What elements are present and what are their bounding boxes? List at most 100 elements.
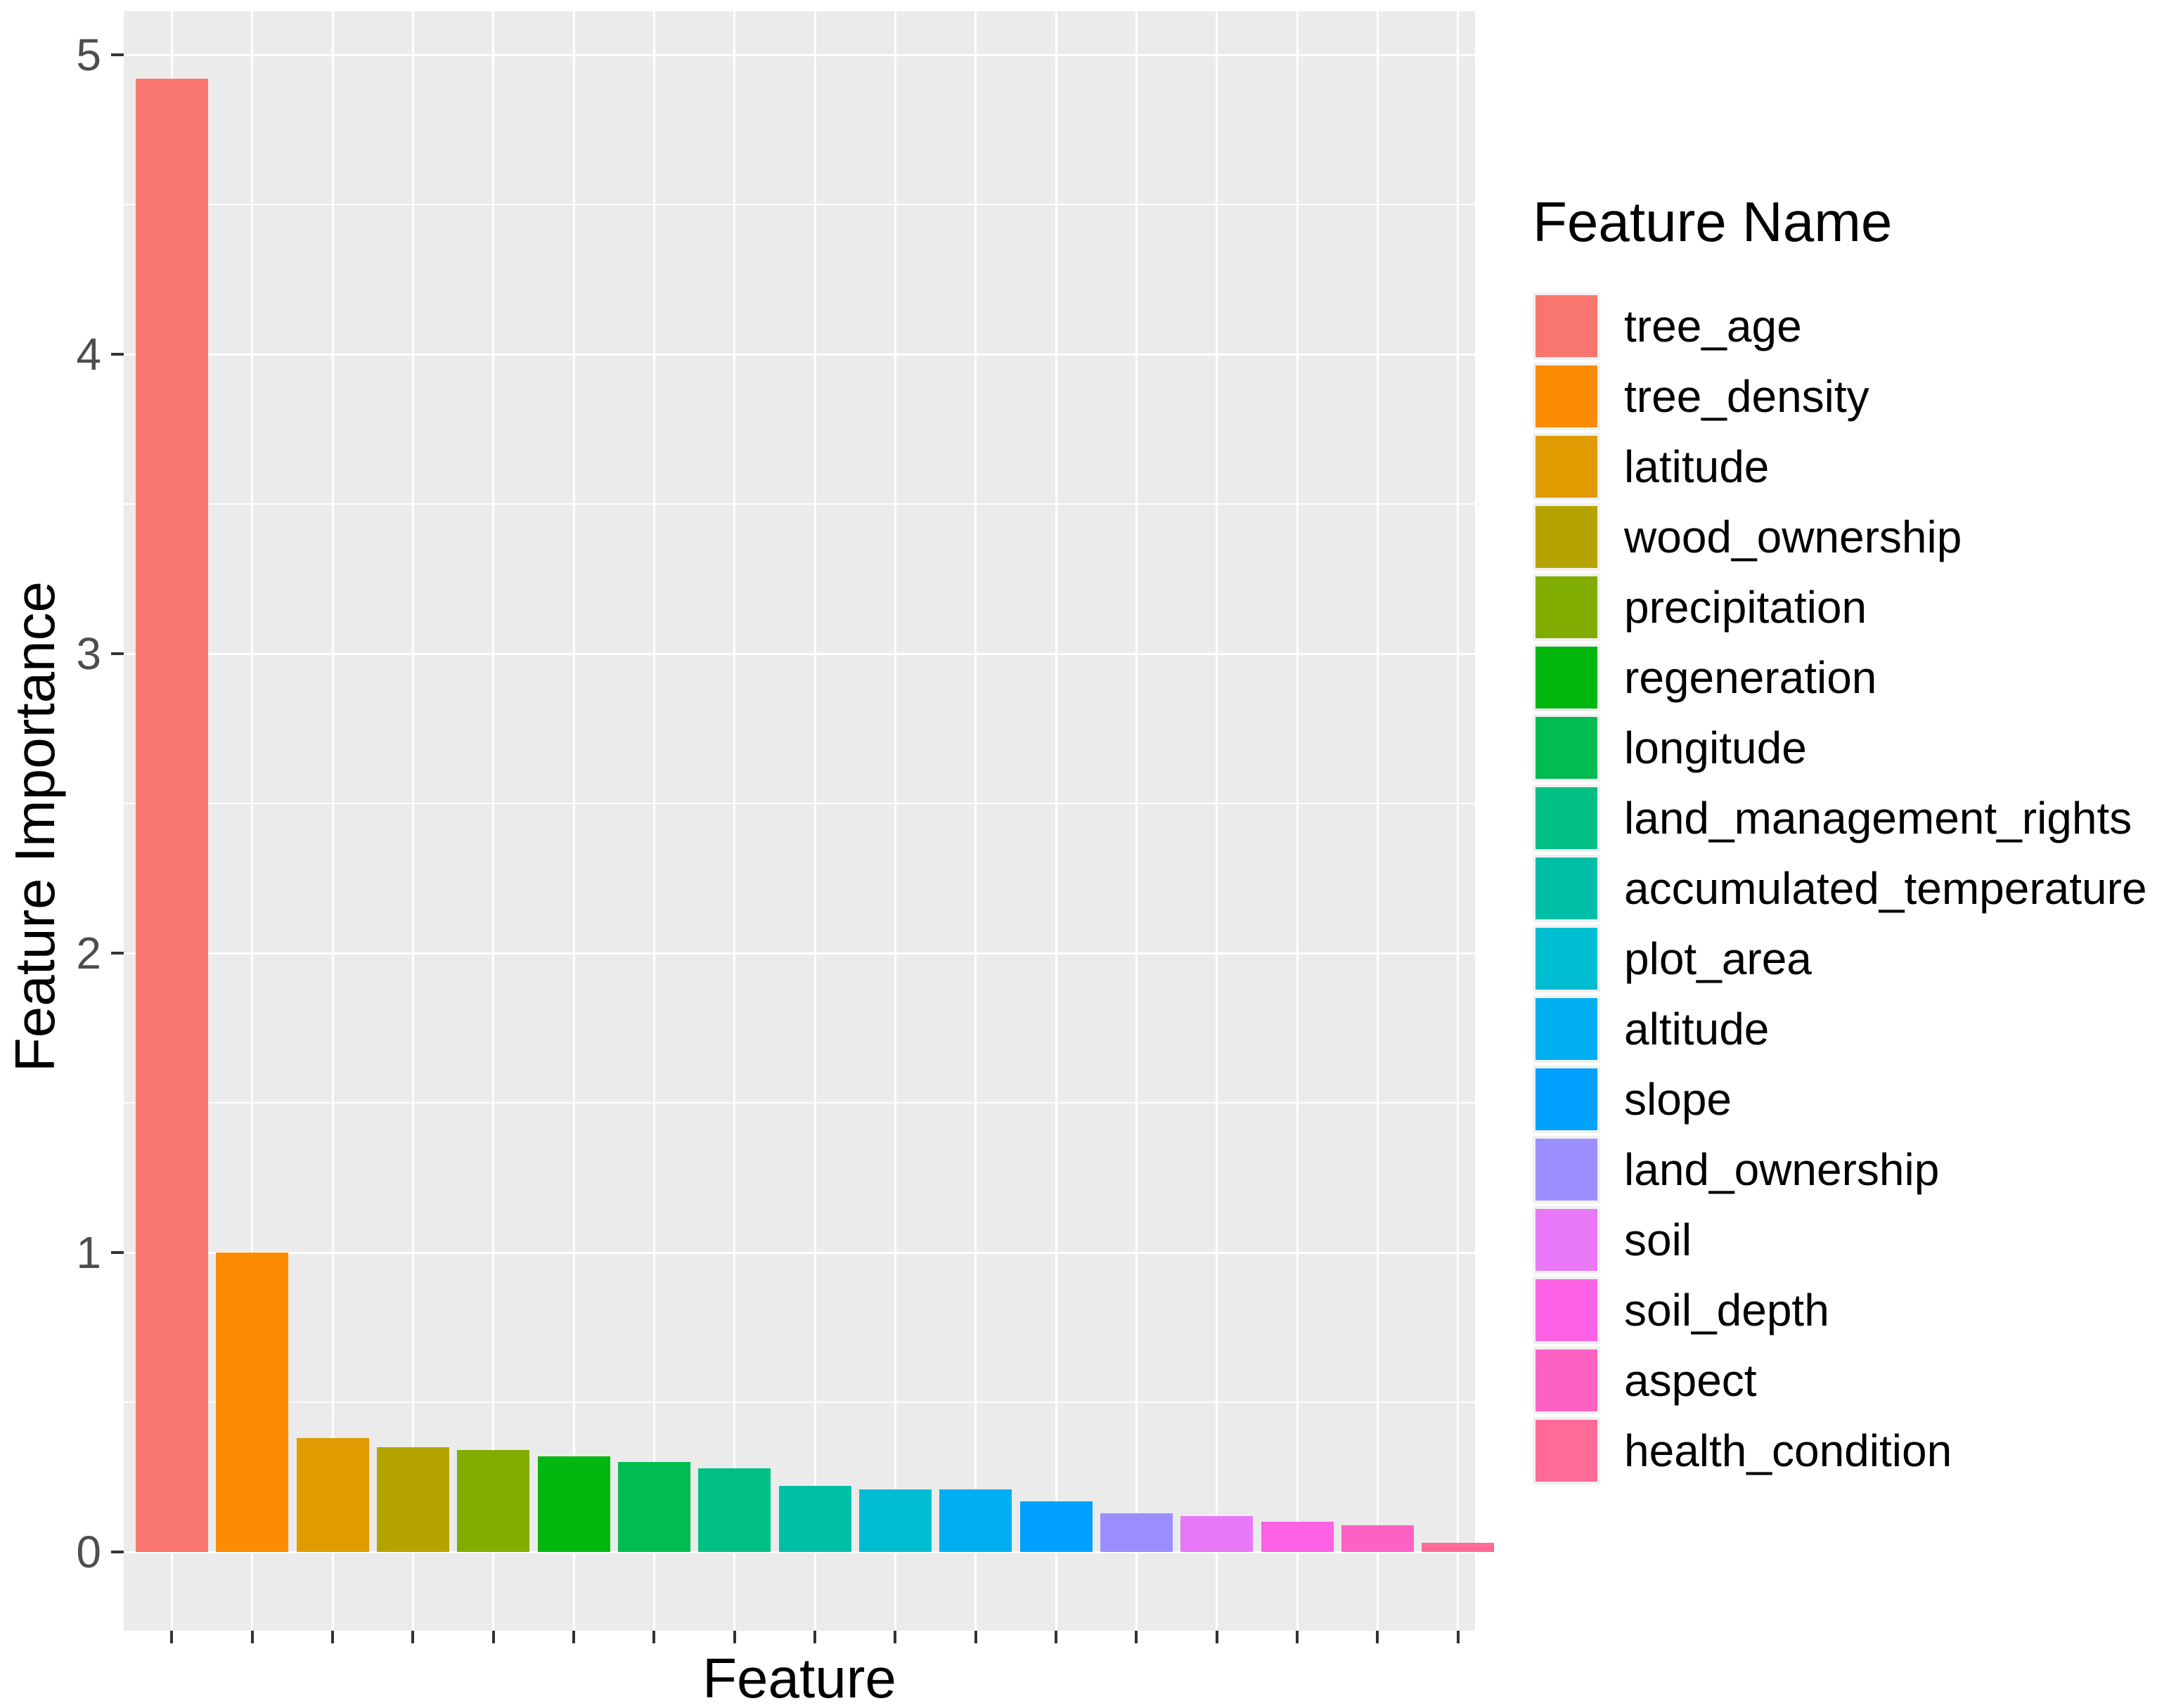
y-tick-label: 1 bbox=[76, 1227, 101, 1278]
bar-land_ownership bbox=[1100, 1513, 1173, 1552]
legend-swatch-land_ownership bbox=[1536, 1139, 1597, 1201]
y-tick-label: 3 bbox=[76, 628, 101, 679]
vertical-gridline bbox=[894, 11, 896, 1631]
x-tick bbox=[1135, 1631, 1138, 1643]
legend-key bbox=[1533, 1206, 1600, 1274]
minor-gridline bbox=[124, 1102, 1475, 1104]
x-tick bbox=[411, 1631, 415, 1643]
y-tick bbox=[111, 1551, 124, 1553]
vertical-gridline bbox=[813, 11, 816, 1631]
legend-label: precipitation bbox=[1624, 582, 1867, 633]
legend-label: wood_ownership bbox=[1624, 512, 1962, 562]
legend-item-wood_ownership: wood_ownership bbox=[1533, 502, 2165, 572]
major-gridline bbox=[124, 53, 1475, 56]
vertical-gridline bbox=[1135, 11, 1138, 1631]
plot-panel bbox=[124, 11, 1495, 1631]
x-tick bbox=[1456, 1631, 1460, 1643]
legend-key bbox=[1533, 644, 1600, 711]
legend-label: health_condition bbox=[1624, 1425, 1952, 1476]
y-tick-label: 0 bbox=[76, 1527, 101, 1577]
vertical-gridline bbox=[1457, 11, 1460, 1631]
vertical-gridline bbox=[1296, 11, 1299, 1631]
legend-swatch-soil bbox=[1536, 1209, 1597, 1271]
bar-tree_age bbox=[135, 79, 208, 1552]
x-tick bbox=[652, 1631, 656, 1643]
vertical-gridline bbox=[492, 11, 495, 1631]
bar-wood_ownership bbox=[376, 1447, 449, 1552]
legend-label: altitude bbox=[1624, 1004, 1770, 1054]
x-tick bbox=[572, 1631, 576, 1643]
legend-label: aspect bbox=[1624, 1355, 1757, 1406]
legend-swatch-regeneration bbox=[1536, 647, 1597, 709]
legend-swatch-wood_ownership bbox=[1536, 506, 1597, 568]
legend-item-longitude: longitude bbox=[1533, 713, 2165, 783]
legend-swatch-health_condition bbox=[1536, 1420, 1597, 1482]
legend-swatch-latitude bbox=[1536, 436, 1597, 498]
legend-label: slope bbox=[1624, 1074, 1732, 1125]
y-tick bbox=[111, 1251, 124, 1254]
y-tick bbox=[111, 53, 124, 56]
legend-swatch-land_management_rights bbox=[1536, 787, 1597, 849]
minor-gridline bbox=[124, 803, 1475, 804]
legend-title: Feature Name bbox=[1533, 190, 1893, 253]
legend-label: tree_age bbox=[1624, 301, 1802, 351]
legend-item-altitude: altitude bbox=[1533, 994, 2165, 1064]
legend-key bbox=[1533, 1276, 1600, 1344]
bar-regeneration bbox=[537, 1456, 610, 1552]
legend-item-tree_age: tree_age bbox=[1533, 291, 2165, 361]
legend-label: soil_depth bbox=[1624, 1285, 1829, 1335]
legend-item-land_ownership: land_ownership bbox=[1533, 1134, 2165, 1205]
major-gridline bbox=[124, 353, 1475, 356]
bar-health_condition bbox=[1422, 1543, 1495, 1552]
y-tick bbox=[111, 952, 124, 955]
vertical-gridline bbox=[1216, 11, 1218, 1631]
legend-key bbox=[1533, 855, 1600, 922]
legend-item-soil_depth: soil_depth bbox=[1533, 1275, 2165, 1345]
legend-key bbox=[1533, 433, 1600, 500]
bar-land_management_rights bbox=[698, 1468, 771, 1552]
bar-soil_depth bbox=[1261, 1522, 1334, 1552]
legend-key bbox=[1533, 714, 1600, 782]
legend-label: land_management_rights bbox=[1624, 793, 2132, 843]
legend-swatch-altitude bbox=[1536, 998, 1597, 1060]
y-tick-label: 4 bbox=[76, 329, 101, 380]
x-tick bbox=[250, 1631, 254, 1643]
major-gridline bbox=[124, 652, 1475, 655]
legend-label: regeneration bbox=[1624, 652, 1877, 703]
x-tick bbox=[894, 1631, 897, 1643]
bar-slope bbox=[1019, 1501, 1093, 1552]
y-tick bbox=[111, 353, 124, 356]
legend-key bbox=[1533, 292, 1600, 360]
x-tick bbox=[813, 1631, 817, 1643]
x-tick bbox=[733, 1631, 736, 1643]
vertical-gridline bbox=[572, 11, 575, 1631]
y-tick-label: 5 bbox=[76, 30, 101, 80]
vertical-gridline bbox=[974, 11, 977, 1631]
legend-swatch-plot_area bbox=[1536, 928, 1597, 990]
bar-latitude bbox=[296, 1438, 369, 1552]
legend-swatch-precipitation bbox=[1536, 576, 1597, 638]
vertical-gridline bbox=[411, 11, 414, 1631]
major-gridline bbox=[124, 952, 1475, 955]
legend-key bbox=[1533, 363, 1600, 430]
bar-plot_area bbox=[858, 1489, 932, 1552]
legend-item-regeneration: regeneration bbox=[1533, 642, 2165, 713]
legend-key bbox=[1533, 1136, 1600, 1203]
x-tick bbox=[1215, 1631, 1218, 1643]
legend-label: land_ownership bbox=[1624, 1144, 1940, 1195]
legend-item-slope: slope bbox=[1533, 1064, 2165, 1134]
bar-accumulated_temperature bbox=[778, 1486, 851, 1552]
legend-swatch-soil_depth bbox=[1536, 1279, 1597, 1341]
legend-item-soil: soil bbox=[1533, 1205, 2165, 1275]
legend-items: tree_age tree_density latitude wood_ownersh… bbox=[1533, 291, 2165, 1486]
x-tick bbox=[170, 1631, 174, 1643]
bar-aspect bbox=[1341, 1525, 1414, 1552]
x-tick bbox=[974, 1631, 977, 1643]
bar-precipitation bbox=[457, 1450, 530, 1552]
legend-item-accumulated_temperature: accumulated_temperature bbox=[1533, 853, 2165, 924]
legend-key bbox=[1533, 1417, 1600, 1484]
legend-label: tree_density bbox=[1624, 371, 1869, 422]
legend-label: plot_area bbox=[1624, 933, 1812, 984]
minor-gridline bbox=[124, 204, 1475, 205]
